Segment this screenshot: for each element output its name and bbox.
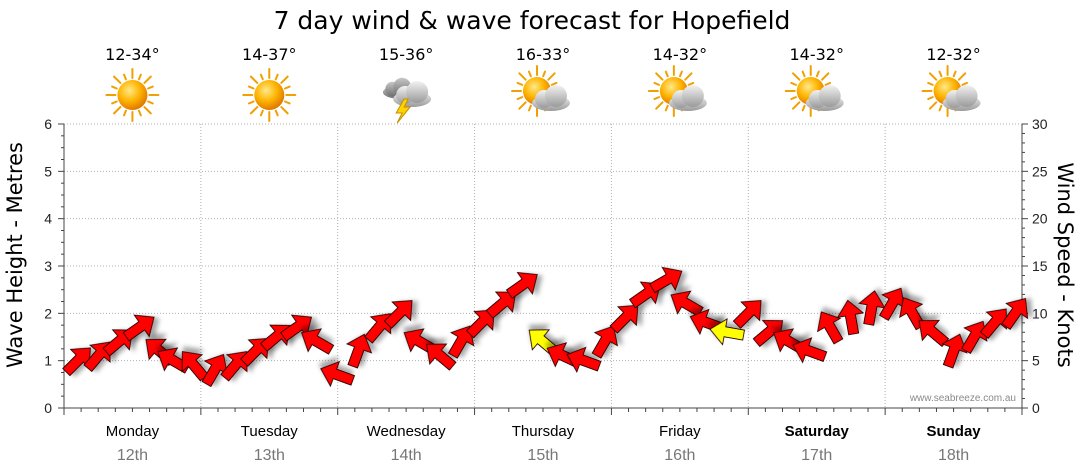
day-temperature: 14-32° (789, 45, 844, 64)
wind-arrow (383, 300, 413, 329)
wind-arrow (858, 290, 886, 326)
y-tick-label-left: 2 (44, 305, 52, 321)
wind-arrow (320, 360, 356, 388)
day-name: Wednesday (367, 423, 446, 440)
day-date: 18th (938, 447, 969, 464)
wind-arrow (752, 319, 784, 348)
y-tick-label-left: 6 (44, 116, 52, 132)
y-tick-label-right: 20 (1032, 211, 1048, 227)
day-temperature: 12-32° (926, 45, 981, 64)
wind-arrow (918, 319, 950, 348)
wind-arrow (201, 353, 228, 388)
day-temperature: 14-32° (653, 45, 708, 64)
partly-cloudy-icon (511, 65, 570, 117)
wind-arrow (505, 271, 538, 299)
wind-arrow (941, 333, 968, 369)
weather-icons (105, 65, 981, 124)
y-tick-label-right: 25 (1032, 163, 1048, 179)
wind-arrow (426, 343, 457, 371)
wind-arrow (609, 304, 639, 334)
grid (64, 123, 1022, 408)
y-tick-label-right: 15 (1032, 258, 1048, 274)
partly-cloudy-icon (784, 65, 844, 117)
day-name: Sunday (926, 423, 981, 440)
y-tick-label-right: 10 (1032, 305, 1048, 321)
sunny-icon (242, 68, 297, 122)
chart-title: 7 day wind & wave forecast for Hopefield (274, 6, 791, 35)
day-temperature: 12-34° (105, 45, 160, 64)
day-name: Thursday (512, 423, 575, 440)
day-labels: 12-34° Monday 12th 14-37° Tuesday 13th 15-36° W… (105, 45, 981, 464)
wind-arrow (465, 309, 495, 339)
day-date: 15th (527, 447, 558, 464)
watermark: www.seabreeze.com.au (909, 393, 1016, 404)
wind-arrow (879, 287, 906, 321)
wind-arrow (709, 318, 745, 346)
y-tick-label-left: 1 (44, 353, 52, 369)
wind-arrow (817, 311, 844, 345)
axes: 0 1 2 3 4 5 6 0 5 10 15 20 25 30 (44, 116, 1048, 416)
day-date: 14th (391, 447, 422, 464)
wind-arrow (1001, 297, 1029, 330)
wind-arrow (670, 290, 704, 317)
day-name: Friday (659, 423, 701, 440)
wind-arrow (301, 328, 335, 355)
wind-arrow (566, 346, 602, 373)
y-tick-label-right: 30 (1032, 116, 1048, 132)
wind-arrow (122, 314, 155, 342)
wind-arrow (280, 314, 313, 342)
wind-arrow (649, 266, 683, 294)
day-temperature: 14-37° (242, 45, 297, 64)
wind-arrows (62, 266, 1029, 388)
wind-arrow (732, 300, 762, 329)
y-tick-label-right: 0 (1032, 400, 1040, 416)
wind-arrow (485, 291, 517, 319)
y-tick-label-left: 4 (44, 211, 52, 227)
day-date: 13th (254, 447, 285, 464)
thunderstorm-icon (382, 77, 432, 124)
partly-cloudy-icon (921, 65, 981, 117)
day-name: Tuesday (241, 423, 298, 440)
day-date: 16th (664, 447, 695, 464)
y-axis-label-right: Wind Speed - Knots (1053, 162, 1077, 367)
wind-arrow (345, 333, 373, 369)
y-tick-label-left: 0 (44, 400, 52, 416)
day-name: Saturday (785, 423, 850, 440)
day-temperature: 15-36° (379, 45, 434, 64)
y-tick-label-right: 5 (1032, 353, 1040, 369)
wind-arrow (591, 325, 618, 359)
wind-arrow (181, 351, 209, 382)
wind-arrow (836, 299, 865, 336)
y-axis-label-left: Wave Height - Metres (3, 142, 27, 368)
partly-cloudy-icon (647, 65, 707, 117)
wind-arrow (792, 337, 828, 364)
day-date: 12th (117, 447, 148, 464)
sunny-icon (105, 68, 160, 122)
y-tick-label-left: 5 (44, 163, 52, 179)
day-date: 17th (801, 447, 832, 464)
day-name: Monday (106, 423, 160, 440)
day-temperature: 16-33° (516, 45, 571, 64)
y-tick-label-left: 3 (44, 258, 52, 274)
